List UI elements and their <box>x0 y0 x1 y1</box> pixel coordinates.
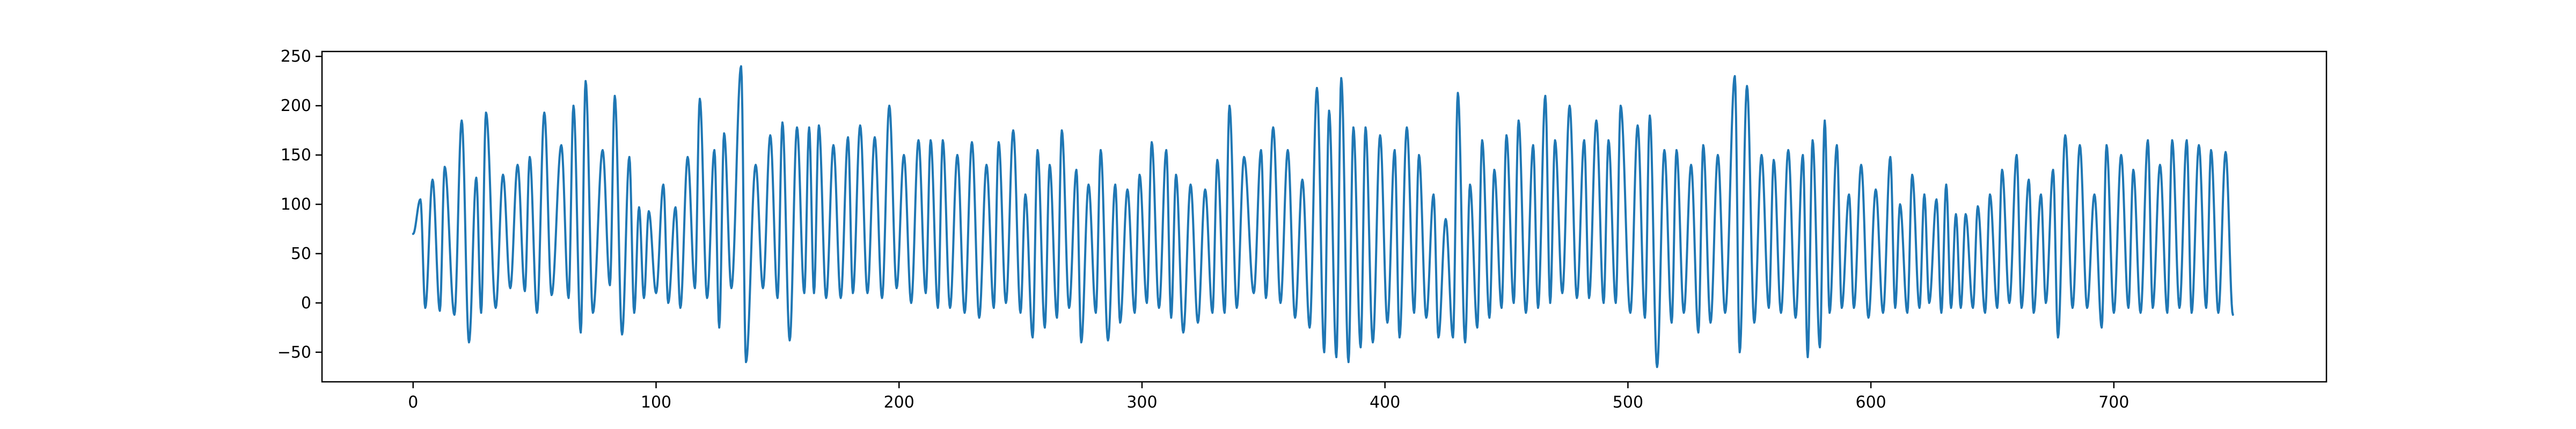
x-tick-label: 600 <box>1856 393 1886 412</box>
series-line <box>412 65 2234 368</box>
x-tick-label: 200 <box>884 393 914 412</box>
y-tick-label: −50 <box>277 343 311 362</box>
y-tick-label: 150 <box>281 146 311 165</box>
x-tick-label: 300 <box>1126 393 1157 412</box>
y-tick-label: 0 <box>301 294 311 313</box>
x-tick-label: 700 <box>2098 393 2129 412</box>
x-axis: 0 100 200 300 400 500 600 700 <box>408 382 2129 412</box>
x-tick-label: 400 <box>1370 393 1400 412</box>
y-tick-label: 100 <box>281 195 311 214</box>
x-tick-label: 500 <box>1613 393 1643 412</box>
x-tick-label: 0 <box>408 393 418 412</box>
y-tick-label: 50 <box>291 245 311 263</box>
y-tick-label: 200 <box>281 97 311 115</box>
y-axis: −50 0 50 100 150 200 250 <box>277 47 322 362</box>
y-tick-label: 250 <box>281 47 311 66</box>
x-tick-label: 100 <box>641 393 671 412</box>
axes-frame <box>321 50 2328 383</box>
